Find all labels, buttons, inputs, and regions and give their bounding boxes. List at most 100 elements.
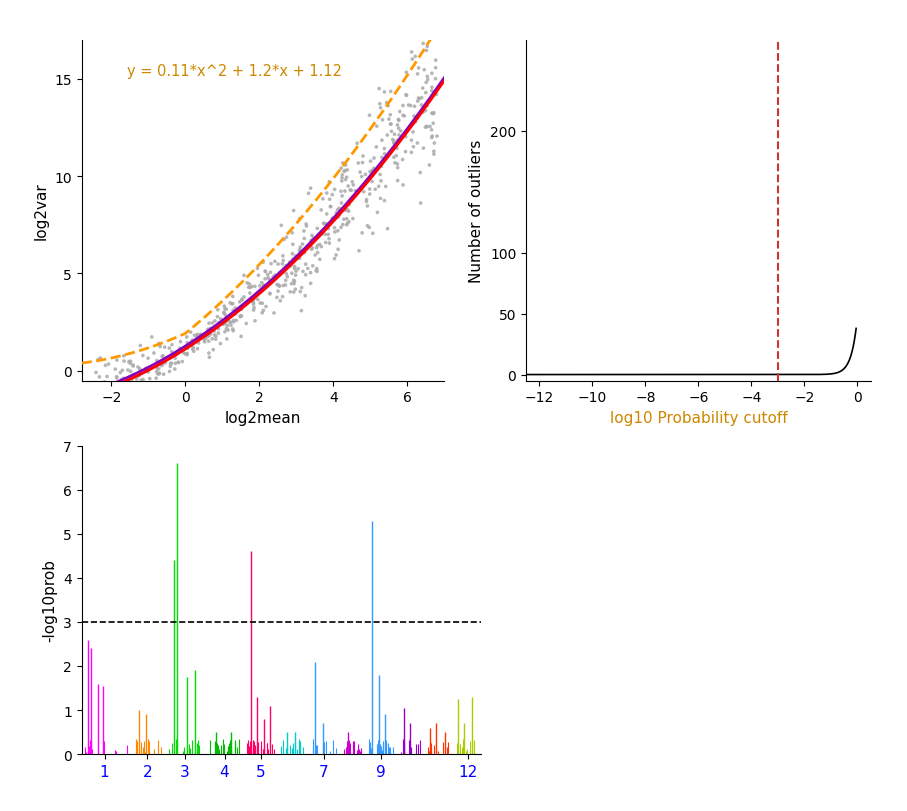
Point bbox=[384, 118, 398, 131]
Point bbox=[209, 330, 223, 343]
Point bbox=[399, 90, 414, 103]
Point bbox=[284, 259, 298, 272]
Point bbox=[322, 233, 336, 246]
Point bbox=[342, 216, 356, 229]
Point bbox=[90, 381, 104, 394]
Point bbox=[412, 93, 426, 106]
Point bbox=[230, 304, 245, 317]
Point bbox=[291, 263, 306, 276]
Point bbox=[233, 303, 248, 316]
Point bbox=[296, 238, 310, 251]
Point bbox=[407, 101, 422, 114]
Point bbox=[298, 218, 313, 231]
Point bbox=[263, 267, 278, 280]
Point bbox=[86, 376, 101, 389]
Point bbox=[288, 283, 303, 296]
Point bbox=[379, 97, 394, 110]
Point bbox=[91, 354, 105, 367]
Point bbox=[184, 336, 199, 349]
Point bbox=[149, 372, 163, 385]
Point bbox=[251, 269, 266, 282]
Point bbox=[184, 340, 199, 353]
Point bbox=[217, 307, 231, 320]
Point bbox=[330, 204, 345, 217]
Point bbox=[257, 280, 271, 293]
Point bbox=[152, 358, 167, 371]
Point bbox=[156, 350, 171, 363]
Point bbox=[360, 220, 375, 233]
Point bbox=[297, 247, 312, 260]
Point bbox=[151, 363, 166, 375]
Point bbox=[116, 350, 131, 363]
Point bbox=[257, 280, 271, 293]
Point bbox=[418, 105, 433, 118]
Point bbox=[173, 336, 188, 349]
Point bbox=[332, 234, 346, 247]
Point bbox=[338, 165, 353, 178]
Point bbox=[387, 157, 402, 170]
Point bbox=[213, 337, 228, 350]
Point bbox=[186, 344, 200, 357]
Point bbox=[426, 146, 441, 159]
Point bbox=[121, 364, 135, 377]
Point bbox=[346, 179, 361, 192]
Point bbox=[332, 203, 346, 216]
Point bbox=[287, 274, 301, 287]
Point bbox=[428, 62, 443, 75]
Point bbox=[363, 166, 377, 179]
Point bbox=[234, 331, 249, 344]
Point bbox=[319, 221, 334, 234]
Point bbox=[110, 354, 124, 367]
Point bbox=[389, 150, 404, 163]
Point bbox=[374, 102, 388, 115]
Point bbox=[391, 135, 405, 148]
Point bbox=[424, 85, 439, 98]
Point bbox=[168, 349, 182, 362]
Point bbox=[390, 175, 405, 188]
Point bbox=[165, 339, 180, 352]
Point bbox=[151, 368, 165, 381]
Point bbox=[338, 174, 353, 187]
Point bbox=[319, 208, 334, 221]
Point bbox=[103, 407, 118, 420]
Point bbox=[123, 355, 138, 368]
Point bbox=[377, 86, 392, 99]
Point bbox=[190, 332, 204, 345]
Point bbox=[203, 323, 218, 336]
Point bbox=[287, 205, 301, 218]
Point bbox=[229, 315, 244, 328]
Point bbox=[141, 380, 156, 393]
Point bbox=[90, 405, 104, 418]
Point bbox=[287, 286, 301, 299]
Point bbox=[245, 281, 259, 294]
Point bbox=[334, 186, 348, 199]
Point bbox=[426, 108, 441, 121]
Point bbox=[198, 336, 212, 349]
Point bbox=[203, 323, 218, 336]
Point bbox=[418, 87, 433, 100]
Point bbox=[395, 154, 410, 167]
Point bbox=[205, 333, 219, 345]
Point bbox=[380, 223, 395, 236]
Point bbox=[310, 223, 325, 236]
Point bbox=[334, 221, 348, 234]
Point bbox=[115, 364, 130, 377]
Point bbox=[334, 197, 348, 210]
Y-axis label: log2var: log2var bbox=[34, 182, 49, 240]
Point bbox=[115, 379, 130, 392]
Point bbox=[399, 67, 414, 79]
Point bbox=[180, 331, 194, 344]
Point bbox=[405, 147, 419, 160]
Point bbox=[346, 212, 360, 225]
Point bbox=[218, 316, 232, 329]
Point bbox=[164, 345, 179, 358]
Point bbox=[91, 380, 105, 393]
Point bbox=[377, 143, 392, 156]
Point bbox=[339, 219, 354, 232]
Point bbox=[285, 268, 299, 281]
Point bbox=[304, 277, 318, 290]
Point bbox=[294, 305, 308, 318]
Point bbox=[223, 297, 238, 310]
Point bbox=[415, 107, 430, 120]
Point bbox=[408, 117, 423, 130]
